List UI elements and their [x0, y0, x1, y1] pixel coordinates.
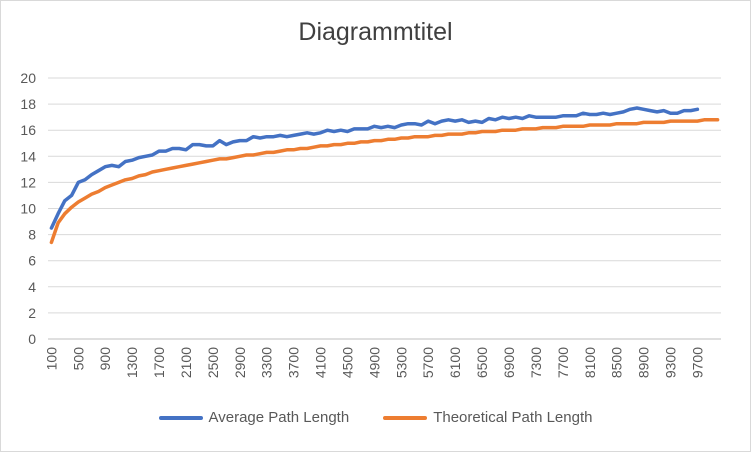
y-tick-label: 12 — [20, 174, 36, 190]
series-line-theoretical — [49, 118, 720, 245]
x-tick-label: 3700 — [286, 347, 302, 378]
legend-item-theoretical: Theoretical Path Length — [383, 409, 592, 426]
x-tick-label: 6100 — [447, 347, 463, 378]
gridlines — [48, 77, 721, 340]
x-axis-ticks: 100 500 900 1300 1700 2100 2500 2900 3300 3700 410… — [43, 347, 705, 378]
legend: Average Path Length Theoretical Path Len… — [0, 409, 751, 426]
x-tick-label: 9700 — [689, 347, 705, 378]
series-line-average — [49, 106, 700, 230]
chart-title: Diagrammtitel — [298, 18, 453, 46]
y-tick-label: 2 — [28, 305, 36, 321]
legend-label-average: Average Path Length — [208, 409, 350, 426]
x-tick-label: 1700 — [151, 347, 167, 378]
y-tick-label: 4 — [28, 279, 36, 295]
y-tick-label: 8 — [28, 227, 36, 243]
y-tick-label: 16 — [20, 122, 36, 138]
x-tick-label: 3300 — [259, 347, 275, 378]
x-tick-label: 5700 — [420, 347, 436, 378]
y-tick-label: 10 — [20, 201, 36, 217]
x-tick-label: 9300 — [663, 347, 679, 378]
x-tick-label: 2900 — [232, 347, 248, 378]
x-tick-label: 2100 — [178, 347, 194, 378]
x-tick-label: 4500 — [339, 347, 355, 378]
x-tick-label: 900 — [97, 347, 113, 371]
y-tick-label: 6 — [28, 253, 36, 269]
y-tick-label: 18 — [20, 96, 36, 112]
legend-label-theoretical: Theoretical Path Length — [433, 409, 593, 426]
x-tick-label: 4100 — [313, 347, 329, 378]
x-tick-label: 6500 — [474, 347, 490, 378]
y-tick-label: 14 — [20, 148, 36, 164]
legend-swatch-average — [158, 415, 203, 420]
x-tick-label: 2500 — [205, 347, 221, 378]
x-tick-label: 100 — [43, 347, 59, 371]
series-lines — [49, 106, 720, 245]
x-tick-label: 6900 — [501, 347, 517, 378]
x-tick-label: 1300 — [124, 347, 140, 378]
legend-swatch-theoretical — [383, 415, 428, 420]
y-axis-ticks: 0 2 4 6 8 10 12 14 16 18 20 — [20, 70, 36, 347]
x-tick-label: 8500 — [609, 347, 625, 378]
x-tick-label: 8100 — [582, 347, 598, 378]
x-tick-label: 7300 — [528, 347, 544, 378]
x-tick-label: 500 — [70, 347, 86, 371]
x-tick-label: 7700 — [555, 347, 571, 378]
y-tick-label: 20 — [20, 70, 36, 86]
y-tick-label: 0 — [28, 331, 36, 347]
x-tick-label: 8900 — [636, 347, 652, 378]
x-tick-label: 4900 — [366, 347, 382, 378]
x-tick-label: 5300 — [393, 347, 409, 378]
legend-item-average: Average Path Length — [158, 409, 350, 426]
